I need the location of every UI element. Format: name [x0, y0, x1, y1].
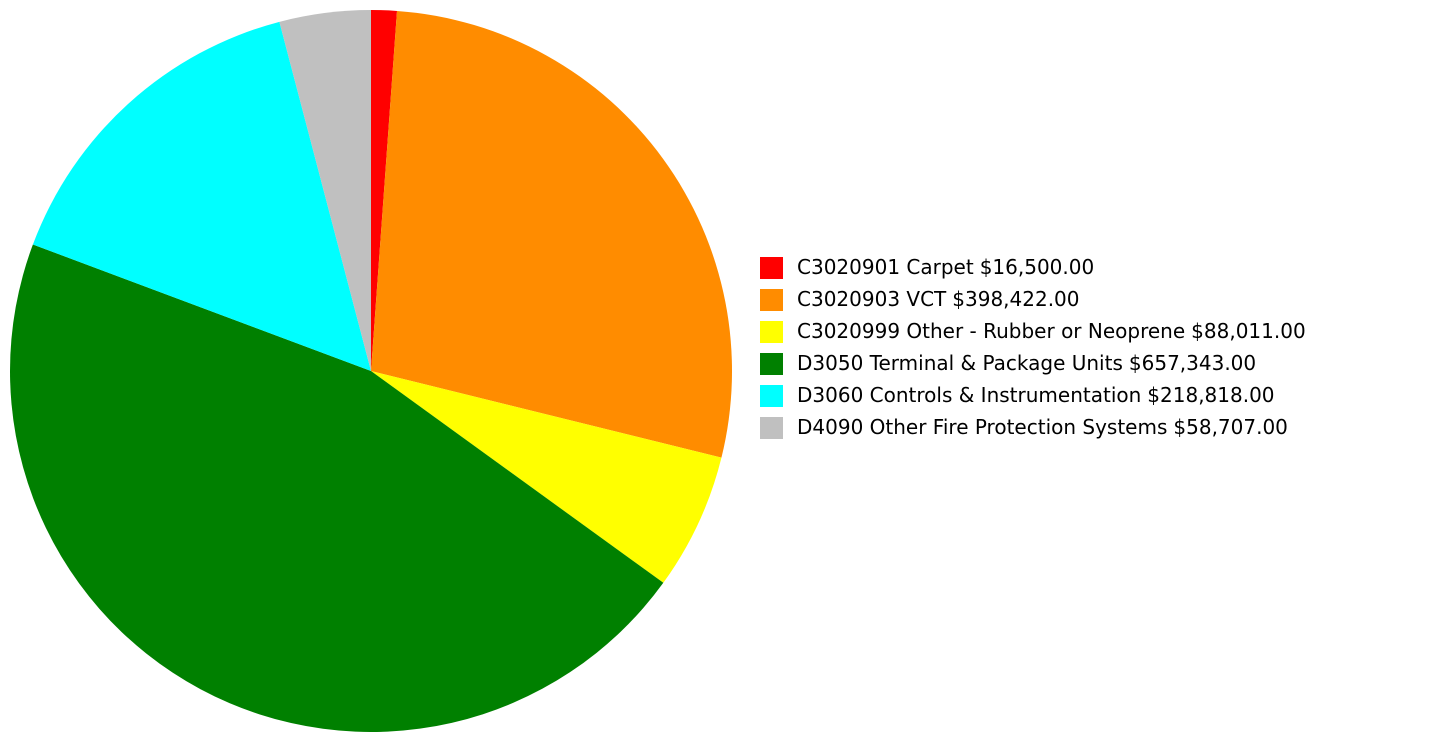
pie-slice: [279, 10, 371, 371]
legend-value: $657,343.00: [1129, 351, 1256, 375]
legend-swatch: [760, 289, 783, 311]
legend-swatch: [760, 321, 783, 343]
legend-name: D4090 Other Fire Protection Systems: [797, 415, 1167, 439]
legend-swatch: [760, 385, 783, 407]
legend-name: D3050 Terminal & Package Units: [797, 351, 1123, 375]
legend-value: $88,011.00: [1191, 319, 1306, 343]
legend-value: $398,422.00: [952, 287, 1079, 311]
legend-label: C3020901 Carpet $16,500.00: [797, 255, 1094, 279]
legend-label: D3050 Terminal & Package Units $657,343.0…: [797, 351, 1256, 375]
pie-slice: [32, 21, 372, 371]
legend-name: D3060 Controls & Instrumentation: [797, 383, 1141, 407]
legend-label: C3020903 VCT $398,422.00: [797, 287, 1080, 311]
legend-label: C3020999 Other - Rubber or Neoprene $88,0…: [797, 319, 1306, 343]
pie-slice: [10, 244, 664, 732]
legend-name: C3020901 Carpet: [797, 255, 974, 279]
pie-slice: [371, 371, 722, 583]
legend-name: C3020903 VCT: [797, 287, 947, 311]
pie-slice: [371, 10, 732, 458]
legend-name: C3020999 Other - Rubber or Neoprene: [797, 319, 1185, 343]
legend-value: $58,707.00: [1173, 415, 1288, 439]
legend-value: $16,500.00: [980, 255, 1095, 279]
legend-label: D3060 Controls & Instrumentation $218,818…: [797, 383, 1275, 407]
legend-swatch: [760, 353, 783, 375]
pie-slice: [371, 10, 398, 371]
legend-swatch: [760, 417, 783, 439]
legend-value: $218,818.00: [1147, 383, 1274, 407]
legend-label: D4090 Other Fire Protection Systems $58,7…: [797, 415, 1288, 439]
legend-swatch: [760, 257, 783, 279]
